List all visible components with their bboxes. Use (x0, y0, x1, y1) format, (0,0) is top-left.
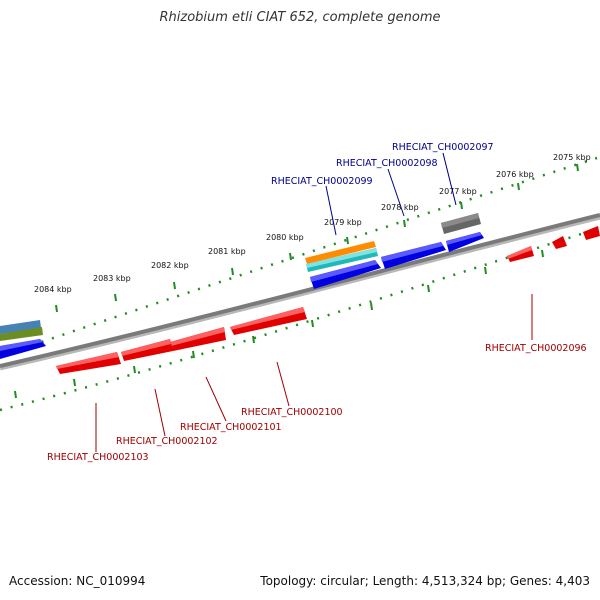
length-value: 4,513,324 bp (421, 574, 502, 588)
ruler-tick-label: 2081 kbp (208, 247, 246, 256)
gene-label[interactable]: RHECIAT_CH0002099 (271, 176, 373, 187)
gene-label[interactable]: RHECIAT_CH0002100 (241, 407, 343, 418)
ruler-tick-label: 2077 kbp (439, 187, 477, 196)
gene-arrow-reverse[interactable] (552, 236, 567, 249)
forward-label-leaders (325, 152, 457, 236)
genes-label: Genes: (509, 574, 552, 588)
gene-arrow-reverse[interactable] (583, 226, 600, 240)
ruler-labels: 2075 kbp 2076 kbp 2077 kbp 2078 kbp 2079… (34, 153, 591, 294)
ruler-tick-label: 2084 kbp (34, 285, 72, 294)
topology-value: circular (320, 574, 365, 588)
ruler-track-reverse (0, 226, 600, 412)
ruler-tick-label: 2078 kbp (381, 203, 419, 212)
gene-label[interactable]: RHECIAT_CH0002101 (180, 422, 282, 433)
ruler-tick-label: 2080 kbp (266, 233, 304, 242)
length-label: Length: (372, 574, 419, 588)
ruler-major-ticks (55, 163, 579, 313)
ruler-tick-label: 2076 kbp (496, 170, 534, 179)
reverse-label-leaders (95, 294, 533, 452)
ruler-tick-label: 2079 kbp (324, 218, 362, 227)
gene-label[interactable]: RHECIAT_CH0002097 (392, 142, 494, 153)
ruler-major-ticks-reverse (14, 249, 544, 399)
accession-info: Accession: NC_010994 (9, 574, 145, 588)
gene-label[interactable]: RHECIAT_CH0002103 (47, 452, 149, 463)
forward-gene-labels: RHECIAT_CH0002097 RHECIAT_CH0002098 RHEC… (271, 142, 494, 187)
genome-stats: Topology: circular; Length: 4,513,324 bp… (260, 574, 590, 588)
accession-value: NC_010994 (76, 574, 146, 588)
ruler-tick-label: 2075 kbp (553, 153, 591, 162)
genome-title: Rhizobium etli CIAT 652, complete genome (159, 10, 441, 25)
gene-label[interactable]: RHECIAT_CH0002098 (336, 158, 438, 169)
forward-genes (0, 232, 484, 359)
topology-label: Topology: (260, 574, 317, 588)
gene-label[interactable]: RHECIAT_CH0002096 (485, 343, 587, 354)
reverse-gene-labels: RHECIAT_CH0002096 RHECIAT_CH0002100 RHEC… (47, 343, 587, 463)
gene-feature-orange[interactable] (305, 241, 376, 264)
ruler-tick-label: 2083 kbp (93, 274, 131, 283)
ruler-tick-label: 2082 kbp (151, 261, 189, 270)
gene-feature-steel[interactable] (0, 320, 41, 334)
genes-value: 4,403 (555, 574, 590, 588)
gene-feature-olive[interactable] (0, 327, 43, 341)
feature-track-other (0, 213, 481, 341)
reverse-genes (56, 226, 600, 374)
genome-backbone (0, 213, 600, 368)
gene-label[interactable]: RHECIAT_CH0002102 (116, 436, 218, 447)
accession-label: Accession: (9, 574, 73, 588)
